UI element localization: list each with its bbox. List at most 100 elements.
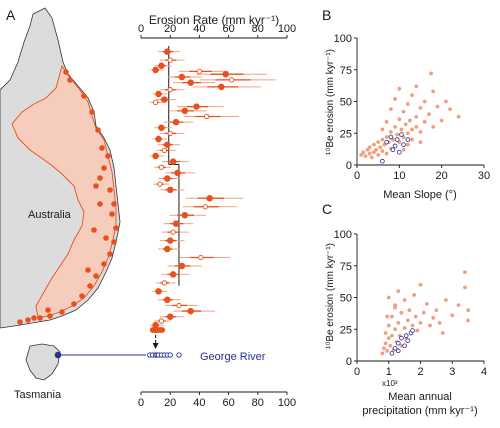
- chartB-point: [376, 140, 381, 145]
- chart-a-point: [155, 135, 162, 143]
- map-site: [93, 183, 99, 189]
- panel-label-a: A: [6, 7, 16, 23]
- map-site: [25, 317, 31, 323]
- chartC-point: [393, 327, 397, 332]
- chartB-point: [380, 137, 385, 142]
- chart-a-tick-label: 100: [278, 23, 296, 35]
- chartC-point: [385, 314, 390, 319]
- chartB-point: [399, 127, 404, 132]
- map-site: [91, 227, 97, 233]
- chartC-point: [385, 348, 390, 353]
- chartB-point: [439, 118, 444, 123]
- chart-a-tick-label: 0: [138, 397, 144, 409]
- chart-a-point: [164, 245, 171, 253]
- chartB-y-tick-label: 50: [340, 97, 352, 109]
- chartC-point: [413, 314, 418, 319]
- chart-a-point: [181, 107, 189, 115]
- chartC-point: [380, 351, 385, 356]
- chart-a-point: [166, 186, 174, 194]
- chartC-point: [388, 343, 393, 348]
- chartC-y-tick-label: 25: [340, 324, 352, 336]
- chartB-point: [418, 140, 423, 145]
- chart-a-point: [228, 77, 235, 83]
- chartB-george-point: [401, 142, 406, 147]
- chart-a-point: [170, 229, 176, 235]
- chart-c-xlabel-line1: Mean annual: [388, 391, 452, 403]
- chartC-george-point: [395, 348, 401, 354]
- chartC-george-point: [395, 340, 401, 346]
- chartC-x-tick-label: 0: [354, 366, 360, 378]
- chartC-point: [386, 295, 391, 300]
- map-site: [31, 315, 37, 321]
- chartC-point: [390, 333, 394, 338]
- tasmania-landmass: [25, 343, 61, 381]
- chart-a-point: [152, 152, 159, 160]
- chartC-x-tick-label: 1: [386, 366, 392, 378]
- map-site: [59, 309, 65, 315]
- map-site: [105, 153, 111, 159]
- chart-a-point: [193, 103, 200, 110]
- precipitation-scatter-chart: 0 1 2 3 4 0 25 50 75 100: [334, 229, 487, 378]
- map-site: [99, 145, 105, 151]
- chartB-point: [397, 86, 402, 91]
- chartB-point: [376, 152, 381, 157]
- chartB-point: [405, 102, 410, 106]
- chartB-george-point: [384, 139, 389, 145]
- chart-c-multiplier: x10³: [382, 379, 398, 388]
- chartB-point: [444, 99, 448, 104]
- chart-a-point: [155, 90, 162, 98]
- chartC-george-point: [403, 333, 409, 338]
- chart-b-xlabel: Mean Slope (°): [383, 189, 457, 201]
- map-site: [67, 77, 73, 83]
- chartB-point: [384, 151, 389, 156]
- chart-a-point: [161, 147, 168, 153]
- map-site: [47, 313, 53, 319]
- map-site: [111, 201, 117, 207]
- chartB-point: [378, 145, 383, 150]
- chartB-point: [393, 97, 397, 101]
- chartB-george-point: [390, 147, 396, 153]
- chartB-point: [431, 125, 436, 129]
- chartC-y-tick-label: 100: [334, 229, 352, 241]
- chartC-point: [466, 318, 471, 323]
- chartB-y-tick-label: 0: [346, 160, 352, 172]
- chartB-point: [365, 147, 370, 152]
- map-site: [87, 283, 93, 289]
- chart-a-tick-label: 80: [252, 23, 264, 35]
- map-site: [103, 235, 109, 241]
- chartC-point: [437, 321, 442, 325]
- chartC-point: [456, 303, 461, 308]
- chartB-point: [395, 132, 400, 137]
- chart-a-point: [161, 280, 168, 286]
- chart-a-point: [178, 73, 186, 81]
- chart-a-point: [155, 288, 162, 295]
- chart-a-george-point: [176, 352, 182, 358]
- chartB-point: [372, 150, 376, 155]
- chartC-point: [463, 285, 467, 290]
- chartB-point: [418, 105, 423, 110]
- chartC-george-point: [399, 335, 404, 341]
- chartC-point: [463, 270, 467, 274]
- chartB-point: [393, 125, 397, 129]
- chart-c-xlabel-line2: precipitation (mm kyr⁻¹): [362, 405, 477, 417]
- chart-a-tick-label: 40: [193, 397, 205, 409]
- chartC-point: [421, 310, 426, 315]
- map-site: [81, 93, 87, 99]
- chartC-x-tick-label: 3: [449, 366, 455, 378]
- chartC-point: [428, 323, 432, 328]
- chartC-point: [402, 298, 407, 302]
- chart-a-point: [164, 48, 171, 55]
- chart-a-point: [152, 66, 159, 74]
- chart-a-point: [172, 220, 180, 227]
- chartC-x-tick-label: 2: [417, 366, 423, 378]
- chart-a-arrow-head: [152, 343, 159, 349]
- map-site: [85, 267, 91, 273]
- chartB-point: [397, 117, 402, 122]
- chart-a-point: [172, 118, 180, 126]
- map-site: [101, 165, 107, 171]
- chartB-george-point: [399, 132, 404, 137]
- chart-a-point: [218, 83, 225, 91]
- chartB-point: [374, 147, 378, 152]
- chartC-point: [418, 282, 423, 287]
